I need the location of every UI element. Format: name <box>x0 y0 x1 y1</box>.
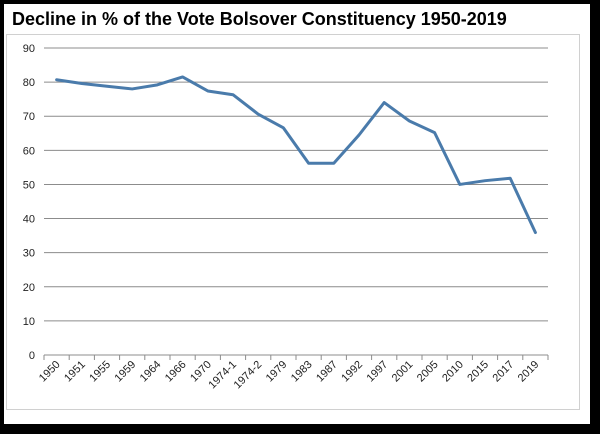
y-tick-label: 0 <box>29 350 35 362</box>
x-tick-label: 1987 <box>314 359 340 385</box>
chart-area <box>6 34 580 410</box>
x-tick-label: 2015 <box>465 359 491 385</box>
series-line-0 <box>55 75 537 235</box>
x-tick-label: 1979 <box>264 359 290 385</box>
y-tick-label: 50 <box>23 179 35 191</box>
y-tick-label: 90 <box>23 43 35 55</box>
x-tick-label: 2017 <box>491 359 517 385</box>
y-tick-label: 10 <box>23 316 35 328</box>
x-tick-label: 1964 <box>138 359 164 385</box>
chart-title: Decline in % of the Vote Bolsover Consti… <box>12 9 507 29</box>
x-tick-label: 1951 <box>62 359 88 385</box>
x-tick-label: 1974-2 <box>232 359 265 392</box>
x-tick-label: 2001 <box>390 359 416 385</box>
y-tick-label: 80 <box>23 77 35 89</box>
y-tick-label: 40 <box>23 214 35 226</box>
x-tick-label: 1983 <box>289 359 315 385</box>
x-tick-label: 1955 <box>87 359 113 385</box>
y-tick-label: 60 <box>23 145 35 157</box>
y-tick-label: 70 <box>23 111 35 123</box>
x-tick-label: 1992 <box>339 359 365 385</box>
x-tick-label: 2010 <box>440 359 466 385</box>
x-tick-label: 1950 <box>37 359 63 385</box>
x-tick-label: 2005 <box>415 359 441 385</box>
x-tick-label: 1997 <box>365 359 391 385</box>
y-tick-label: 30 <box>23 248 35 260</box>
x-tick-label: 1959 <box>113 359 139 385</box>
x-tick-label: 2019 <box>516 359 542 385</box>
x-tick-label: 1966 <box>163 359 189 385</box>
y-tick-label: 20 <box>23 282 35 294</box>
